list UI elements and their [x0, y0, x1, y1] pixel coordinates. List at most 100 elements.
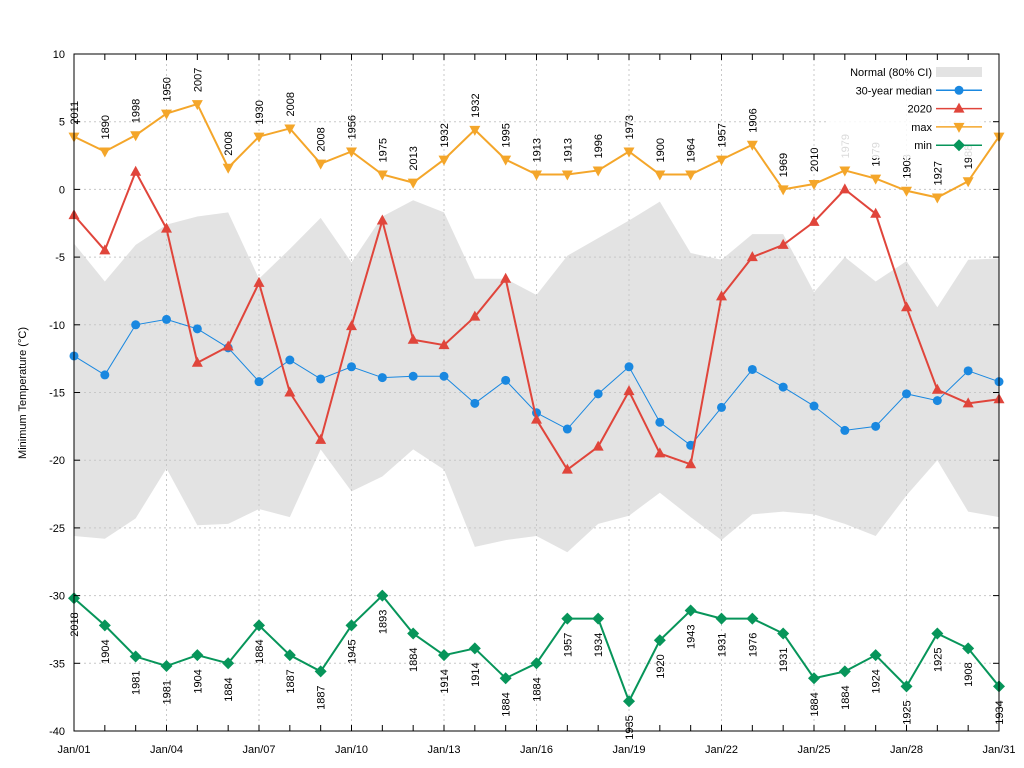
legend-swatch-marker	[953, 139, 965, 152]
point-max	[376, 170, 388, 181]
year-label-min: 1884	[223, 677, 235, 701]
point-2020	[592, 440, 604, 451]
y-tick-label: 0	[59, 184, 65, 196]
year-label-max: 2008	[316, 127, 328, 151]
x-tick-label: Jan/19	[612, 744, 645, 756]
point-max	[839, 166, 851, 177]
point-30-year-median	[470, 398, 480, 408]
point-min	[438, 649, 450, 662]
point-max	[561, 170, 573, 181]
year-label-max: 1900	[655, 138, 667, 162]
point-max	[346, 147, 357, 158]
year-label-min: 1931	[717, 633, 729, 657]
point-min	[129, 650, 142, 663]
year-label-max: 1975	[377, 138, 389, 162]
point-max	[808, 179, 820, 190]
legend-swatch-band	[936, 67, 982, 77]
point-2020	[931, 383, 943, 394]
year-label-max: 1927	[932, 161, 944, 185]
point-max	[746, 140, 758, 151]
legend-label: Normal (80% CI)	[850, 67, 932, 79]
y-axis-label: Minimum Temperature (°C)	[17, 327, 29, 459]
year-label-min: 1904	[100, 639, 112, 663]
point-30-year-median	[809, 401, 819, 411]
y-tick-label: -20	[49, 455, 65, 467]
year-label-min: 1914	[470, 662, 482, 686]
x-tick-label: Jan/16	[520, 744, 553, 756]
point-max	[438, 155, 450, 166]
year-label-min: 1924	[871, 669, 883, 693]
point-min	[345, 619, 358, 632]
point-max	[99, 147, 111, 158]
point-min	[499, 672, 512, 685]
year-label-min: 1934	[593, 633, 605, 657]
year-label-max: 1956	[347, 115, 359, 139]
point-max	[284, 124, 296, 135]
year-label-min: 1976	[747, 633, 759, 657]
point-min	[283, 649, 296, 662]
point-30-year-median	[131, 320, 141, 330]
legend-label: max	[911, 122, 932, 134]
point-min	[191, 649, 204, 662]
point-30-year-median	[377, 373, 387, 383]
point-min	[684, 604, 697, 617]
year-label-min: 1920	[655, 654, 667, 678]
year-label-max: 2008	[285, 92, 297, 116]
point-min	[407, 627, 420, 640]
point-min	[222, 657, 235, 670]
point-2020	[654, 447, 666, 458]
legend-swatch-marker	[954, 85, 964, 95]
point-max	[531, 170, 542, 181]
point-min	[253, 619, 265, 632]
point-30-year-median	[932, 396, 942, 406]
legend-label: 30-year median	[856, 85, 932, 97]
point-30-year-median	[871, 421, 881, 431]
year-label-max: 1913	[562, 138, 574, 162]
point-30-year-median	[254, 377, 264, 387]
x-tick-label: Jan/22	[705, 744, 738, 756]
year-label-max: 1969	[778, 153, 790, 177]
legend-label: 2020	[908, 104, 932, 116]
point-2020	[901, 301, 912, 312]
year-label-min: 1914	[439, 669, 451, 693]
point-30-year-median	[439, 371, 449, 381]
point-max	[962, 177, 974, 188]
point-2020	[253, 276, 265, 287]
point-30-year-median	[408, 371, 418, 381]
point-min	[931, 627, 944, 640]
point-2020	[376, 214, 388, 225]
year-label-min: 2018	[69, 612, 81, 636]
year-label-max: 1973	[624, 115, 636, 139]
point-max	[191, 100, 203, 111]
legend-swatch-marker	[953, 122, 965, 133]
point-max	[623, 147, 635, 158]
year-label-min: 1884	[501, 692, 513, 716]
point-2020	[99, 244, 111, 255]
year-label-max: 1890	[100, 115, 112, 139]
year-label-max: 1998	[131, 99, 143, 123]
point-2020	[407, 333, 419, 344]
point-30-year-median	[655, 417, 665, 427]
year-label-min: 1887	[316, 685, 328, 709]
point-max	[716, 155, 727, 166]
point-2020	[870, 207, 882, 218]
year-label-min: 1935	[624, 715, 636, 739]
point-max	[222, 163, 234, 174]
y-tick-label: 10	[53, 49, 65, 61]
point-2020	[130, 165, 142, 176]
year-label-min: 1945	[347, 639, 359, 663]
year-label-min: 1981	[162, 680, 174, 704]
year-label-max: 1964	[686, 138, 698, 162]
point-min	[653, 634, 666, 647]
point-max	[777, 185, 789, 196]
point-max	[253, 132, 265, 143]
year-label-min: 1884	[532, 677, 544, 701]
year-label-min: 1884	[840, 685, 852, 709]
point-max	[130, 131, 142, 142]
point-30-year-median	[747, 364, 757, 374]
year-label-max: 1930	[254, 100, 266, 124]
x-tick-label: Jan/31	[982, 744, 1015, 756]
point-30-year-median	[501, 375, 511, 385]
y-tick-label: 5	[59, 117, 65, 129]
year-label-min: 1981	[131, 671, 143, 695]
